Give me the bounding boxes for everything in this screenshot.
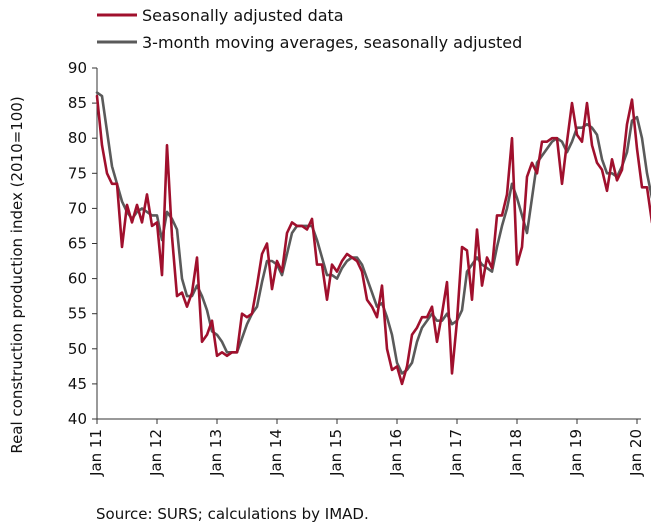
x-tick-label: Jan 12 bbox=[147, 429, 165, 477]
legend-label-moving-average: 3-month moving averages, seasonally adju… bbox=[142, 33, 522, 52]
source-note: Source: SURS; calculations by IMAD. bbox=[96, 505, 369, 523]
legend-label-seasonal: Seasonally adjusted data bbox=[142, 6, 344, 25]
x-tick-label: Jan 18 bbox=[507, 429, 525, 477]
y-tick-label: 85 bbox=[68, 94, 87, 112]
x-tick-label: Jan 13 bbox=[207, 429, 225, 477]
series-lines bbox=[95, 91, 651, 386]
y-tick-label: 65 bbox=[68, 235, 87, 253]
x-tick-label: Jan 17 bbox=[447, 429, 465, 477]
y-tick-label: 70 bbox=[68, 199, 87, 217]
y-tick-label: 50 bbox=[68, 340, 87, 358]
y-tick-label: 40 bbox=[68, 410, 87, 428]
y-axis-title: Real construction production index (2010… bbox=[8, 96, 26, 453]
x-axis-ticks: Jan 11 Jan 12 Jan 13 Jan 14 Jan 15 Jan 16 Jan … bbox=[87, 419, 645, 477]
x-tick-label: Jan 14 bbox=[267, 429, 285, 477]
y-tick-label: 45 bbox=[68, 375, 87, 393]
y-tick-label: 75 bbox=[68, 164, 87, 182]
y-tick-label: 60 bbox=[68, 270, 87, 288]
y-axis-ticks: 40 45 50 55 60 65 70 75 80 85 90 bbox=[68, 59, 97, 428]
series-line-seasonally-adjusted bbox=[95, 94, 651, 386]
y-tick-label: 80 bbox=[68, 129, 87, 147]
y-tick-label: 55 bbox=[68, 305, 87, 323]
x-tick-label: Jan 19 bbox=[567, 429, 585, 477]
x-tick-label: Jan 20 bbox=[627, 429, 645, 477]
x-tick-label: Jan 15 bbox=[327, 429, 345, 477]
x-tick-label: Jan 16 bbox=[387, 429, 405, 477]
y-tick-label: 90 bbox=[68, 59, 87, 77]
x-tick-label: Jan 11 bbox=[87, 429, 105, 477]
legend: Seasonally adjusted data 3-month moving … bbox=[97, 6, 522, 52]
